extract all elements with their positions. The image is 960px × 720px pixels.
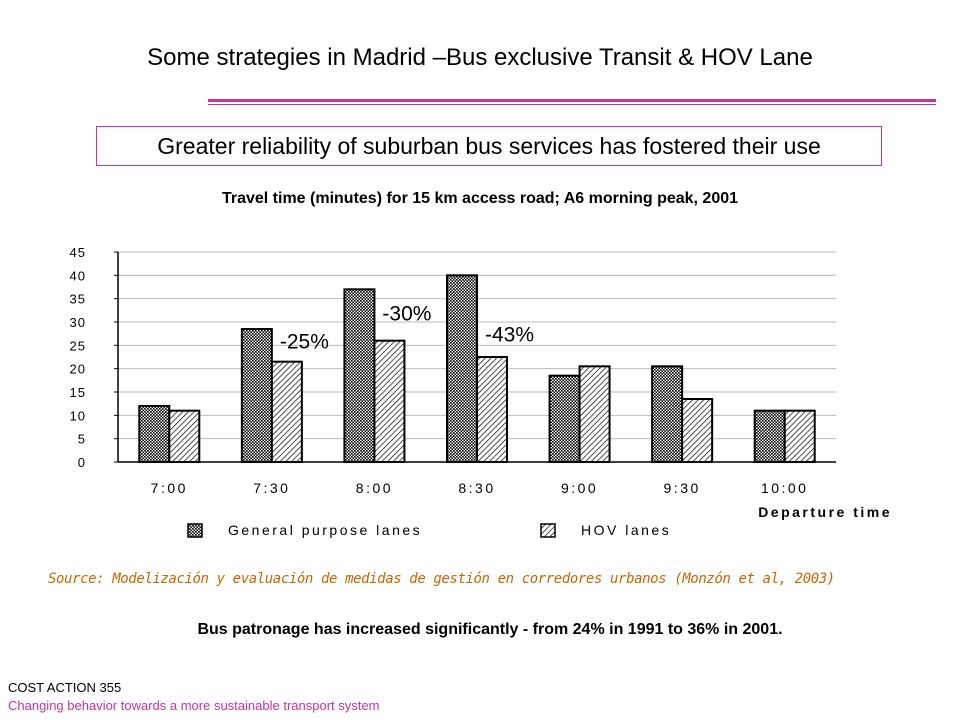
legend-label: HOV lanes (581, 522, 671, 538)
y-tick-label: 35 (70, 292, 86, 307)
legend-label: General purpose lanes (228, 522, 422, 538)
bar-general-purpose (138, 405, 171, 463)
y-tick-label: 20 (70, 362, 86, 377)
x-tick-label: 9:00 (561, 480, 598, 496)
y-tick-label: 30 (70, 315, 86, 330)
x-tick-label: 7:00 (151, 480, 188, 496)
bar-hov (270, 360, 303, 463)
bar-general-purpose (343, 288, 376, 464)
chart-title: Travel time (minutes) for 15 km access r… (221, 190, 739, 207)
slide-title: Some strategies in Madrid –Bus exclusive… (147, 44, 813, 71)
title-divider (208, 99, 936, 102)
bar-hov (681, 398, 714, 463)
x-tick-label: 8:30 (458, 480, 495, 496)
x-tick-label: 8:00 (356, 480, 393, 496)
bar-general-purpose (548, 374, 581, 463)
y-tick-label: 5 (78, 432, 86, 447)
bar-hov (476, 356, 508, 463)
bar-general-purpose (651, 365, 684, 464)
chart-bars (138, 274, 816, 464)
bar-hov (783, 409, 816, 463)
percent-annotation: -43% (485, 324, 534, 347)
x-axis-label: Departure time (758, 504, 892, 520)
footer-subtitle: Changing behavior towards a more sustain… (8, 698, 380, 713)
conclusion-text: Bus patronage has increased significantl… (197, 621, 783, 638)
chart-legend: General purpose lanes HOV lanes (187, 522, 671, 538)
bar-hov (578, 365, 611, 464)
bar-general-purpose (240, 328, 273, 463)
source-note: Source: Modelización y evaluación de med… (48, 571, 835, 587)
y-tick-label: 45 (70, 245, 86, 260)
x-tick-label: 9:30 (664, 480, 701, 496)
y-tick-label: 40 (70, 268, 86, 283)
chart-labels: 0 5 10 15 20 25 30 35 40 45 7:00 7:30 8:00 8:30 9:00 9:… (70, 245, 892, 520)
footer-org: COST ACTION 355 (8, 680, 122, 695)
y-tick-label: 10 (70, 408, 86, 423)
percent-annotation: -30% (382, 303, 431, 326)
title-divider-thin (208, 104, 936, 105)
x-tick-label: 7:30 (253, 480, 290, 496)
bar-hov (168, 409, 201, 463)
y-tick-label: 0 (78, 455, 86, 470)
bar-general-purpose (446, 274, 478, 464)
percent-annotation: -25% (280, 331, 329, 354)
y-tick-label: 25 (70, 338, 86, 353)
headline-box: Greater reliability of suburban bus serv… (96, 126, 882, 166)
bar-hov (373, 339, 406, 463)
x-tick-label: 10:00 (761, 480, 809, 496)
y-tick-label: 15 (70, 385, 86, 400)
legend-swatch (187, 523, 203, 538)
bar-general-purpose (753, 409, 786, 463)
legend-swatch (540, 523, 556, 538)
